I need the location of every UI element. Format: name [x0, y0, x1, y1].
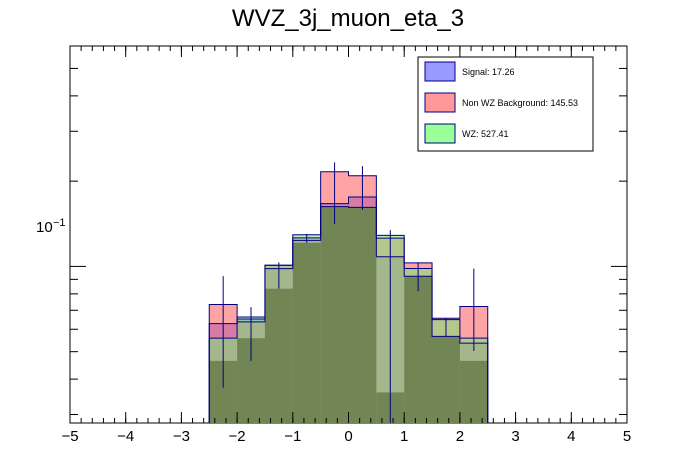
chart-title: WVZ_3j_muon_eta_3	[232, 5, 464, 32]
bar-overlap	[404, 276, 433, 423]
x-tick-label: −2	[229, 428, 246, 445]
legend-swatch-non-wz-background	[424, 92, 456, 113]
axes: −5 −4 −3 −2 −1 0 1 2 3 4 5	[61, 46, 631, 445]
y-tick-label: 10	[36, 219, 53, 236]
x-tick-label: −3	[173, 428, 190, 445]
legend-swatch-signal	[424, 61, 456, 82]
legend: Signal: 17.26 Non WZ Background: 145.53 …	[417, 56, 594, 152]
bar-overlap	[320, 206, 349, 423]
bar-overlap	[459, 360, 488, 423]
legend-label-signal: Signal: 17.26	[462, 67, 515, 77]
bar-overlap	[292, 242, 321, 423]
histogram-bars	[208, 171, 489, 423]
bar-overlap	[432, 336, 460, 423]
x-tick-label: 3	[511, 428, 519, 445]
legend-swatch-wz	[424, 123, 456, 144]
legend-label-wz: WZ: 527.41	[462, 129, 509, 139]
x-tick-label: −1	[284, 428, 301, 445]
bar-overlap	[264, 288, 293, 423]
x-tick-label: 2	[456, 428, 464, 445]
x-tick-label: −4	[117, 428, 134, 445]
error-bars	[222, 162, 475, 423]
y-axis-label-group: 10 −1	[36, 217, 66, 236]
x-tick-label: 0	[344, 428, 352, 445]
x-tick-label: 4	[567, 428, 575, 445]
x-tick-label: 1	[400, 428, 408, 445]
legend-label-non-wz-background: Non WZ Background: 145.53	[462, 98, 578, 108]
y-tick-exponent: −1	[53, 217, 66, 229]
x-tick-label: 5	[623, 428, 631, 445]
bar-overlap	[348, 207, 377, 423]
x-tick-label: −5	[61, 428, 78, 445]
